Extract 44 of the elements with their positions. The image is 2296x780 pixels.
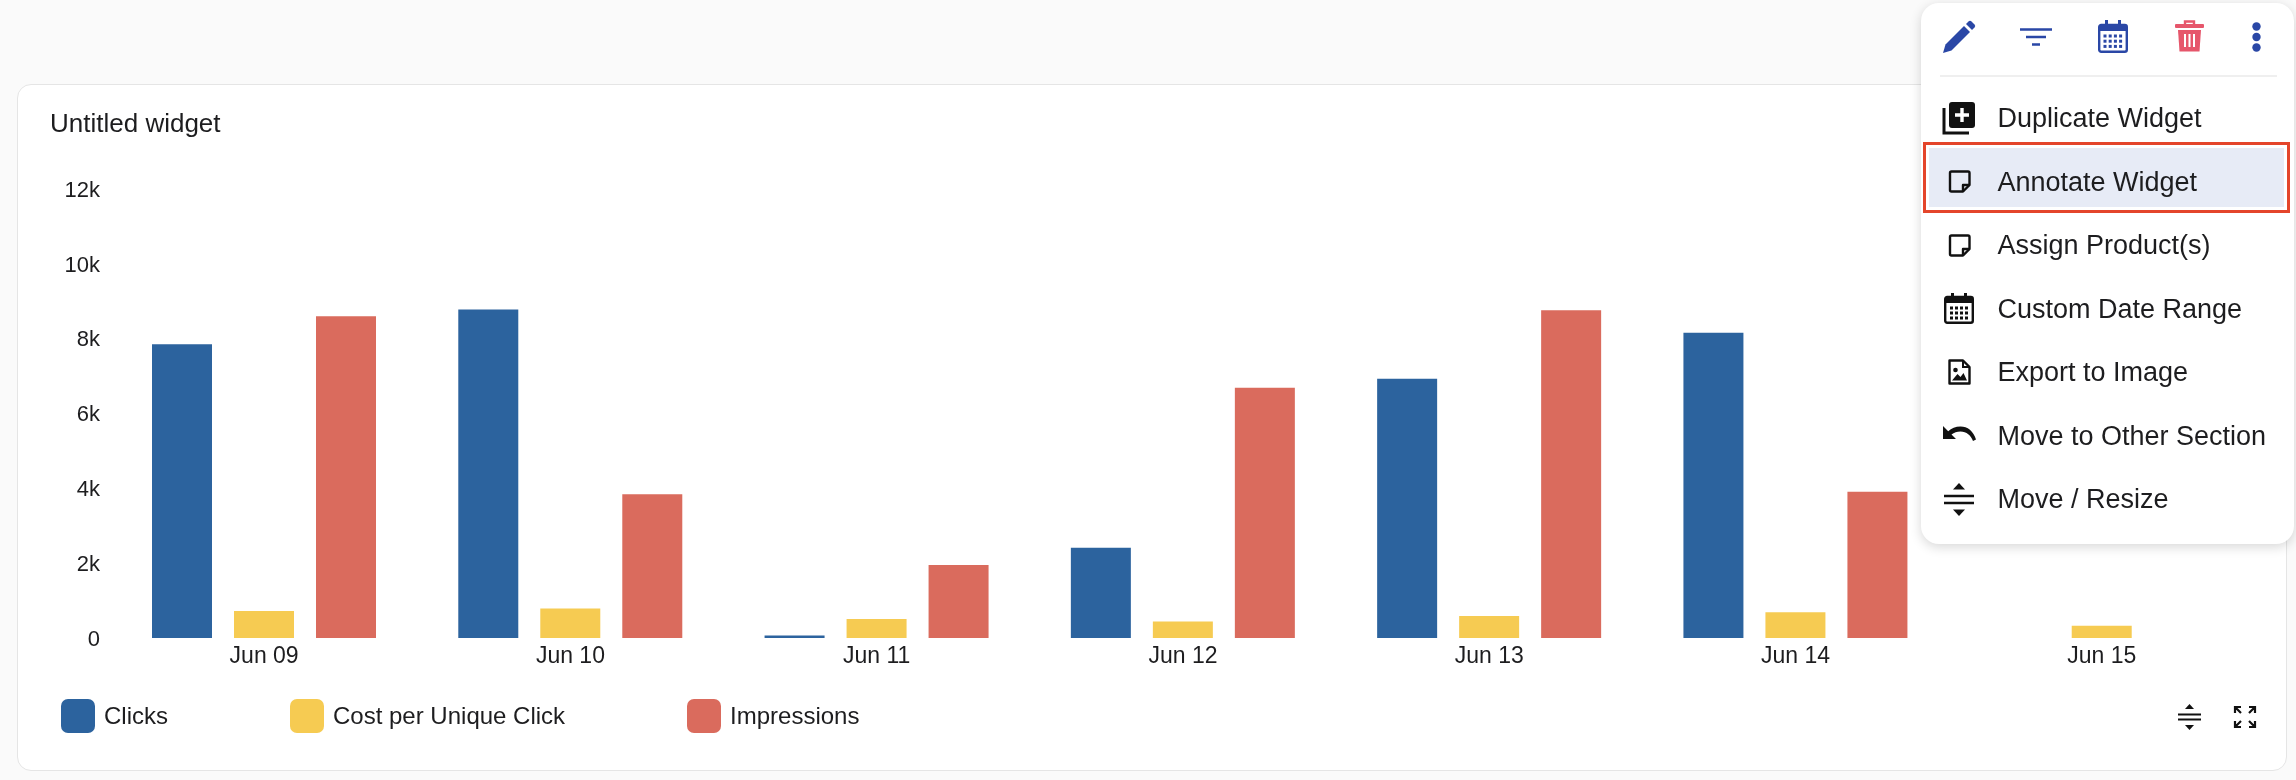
bar: [540, 608, 601, 638]
bar: [1683, 332, 1744, 638]
y-tick-label: 4k: [76, 476, 101, 502]
legend-label: Clicks: [104, 702, 168, 730]
x-tick-label: Jun 10: [535, 642, 605, 669]
x-tick-label: Jun 09: [229, 642, 299, 669]
x-tick-label: Jun 11: [843, 642, 911, 669]
bar: [1377, 378, 1438, 638]
bar: [1847, 491, 1908, 638]
legend-label: Cost per Unique Click: [333, 702, 566, 730]
bar: [1541, 310, 1602, 638]
bar: [1070, 547, 1131, 638]
x-tick-label: Jun 15: [2067, 642, 2137, 669]
annotation: Annotate Widget: [1997, 166, 2198, 197]
bar: [622, 494, 683, 638]
annotation: Assign Product(s): [1997, 230, 2211, 260]
annotation: Export to Image: [1997, 357, 2189, 387]
y-tick-label: 8k: [76, 326, 101, 352]
bar: [1765, 612, 1826, 638]
bar: [928, 565, 989, 638]
annotation: Move to Other Section: [1997, 420, 2267, 451]
bar: [1234, 387, 1295, 638]
y-tick-label: 2k: [76, 550, 101, 576]
annotation: Move / Resize: [1997, 484, 2169, 514]
text: Duplicate Widget: [1997, 103, 2202, 133]
bar: [316, 316, 376, 638]
x-tick-label: Jun 13: [1454, 642, 1524, 669]
y-tick-label: 10k: [64, 251, 101, 277]
annotation: Custom Date Range: [1997, 293, 2243, 324]
y-tick-label: 12k: [64, 176, 101, 202]
y-tick-label: 0: [87, 625, 100, 651]
bar: [152, 344, 212, 638]
bar: [1152, 621, 1213, 638]
legend-label: Impressions: [730, 702, 860, 730]
bar: [458, 309, 519, 638]
bar: [764, 635, 825, 638]
bar: [2071, 625, 2132, 638]
bar: [234, 611, 294, 638]
bar: [846, 618, 907, 638]
x-tick-label: Jun 12: [1148, 642, 1218, 669]
chart-title: Untitled widget: [50, 107, 221, 138]
x-tick-label: Jun 14: [1761, 642, 1831, 669]
y-tick-label: 6k: [76, 401, 101, 427]
bar: [1459, 615, 1520, 638]
